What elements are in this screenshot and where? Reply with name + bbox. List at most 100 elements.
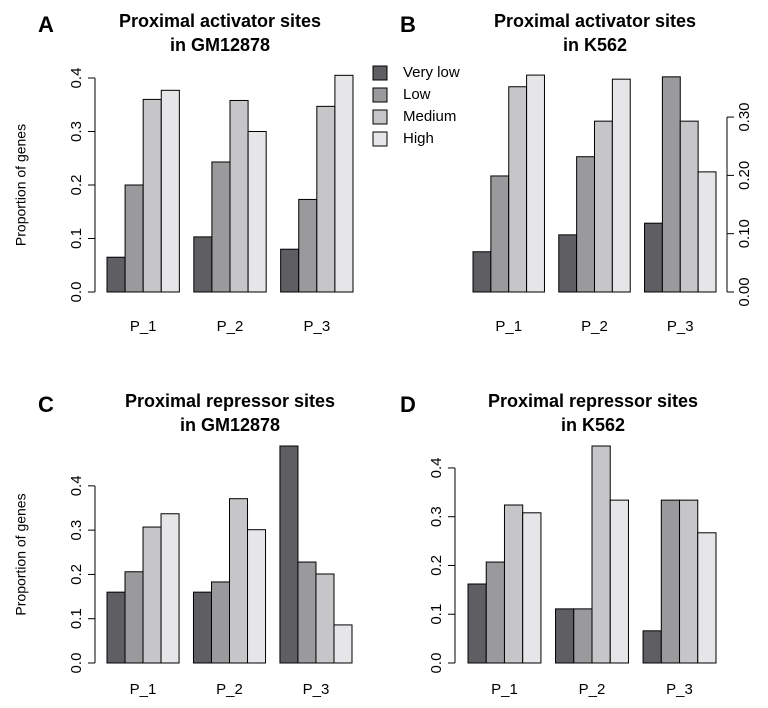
- bar: [594, 120, 613, 293]
- y-tick-label: 0.3: [68, 520, 85, 541]
- bar: [298, 198, 318, 293]
- bar: [316, 105, 336, 293]
- bar: [124, 184, 144, 293]
- bar: [247, 529, 267, 664]
- bar: [555, 608, 575, 664]
- bar: [160, 89, 180, 293]
- bar: [490, 175, 510, 293]
- panel-letter: A: [38, 12, 54, 37]
- bar: [679, 499, 699, 664]
- chart-title: Proximal repressor sites: [125, 391, 335, 411]
- bar: [644, 222, 663, 293]
- bar: [124, 571, 144, 664]
- bar: [661, 76, 681, 293]
- y-tick-label: 0.4: [68, 475, 85, 496]
- bar: [558, 234, 578, 293]
- y-tick-label: 0.2: [68, 175, 85, 196]
- bar: [576, 156, 595, 293]
- bar: [642, 630, 662, 664]
- y-tick-label: 0.00: [736, 277, 753, 306]
- legend-label: Very low: [403, 64, 460, 81]
- legend-swatch: [372, 131, 388, 147]
- panel-letter: B: [400, 12, 416, 37]
- chart-title: Proximal activator sites: [494, 11, 696, 31]
- bar: [697, 532, 717, 664]
- bar: [280, 248, 300, 293]
- y-tick-label: 0.1: [68, 608, 85, 629]
- y-tick-label: 0.1: [68, 228, 85, 249]
- y-tick-label: 0.10: [736, 219, 753, 248]
- y-tick-label: 0.3: [428, 506, 445, 527]
- chart-title: in K562: [561, 415, 625, 435]
- y-tick-label: 0.20: [736, 161, 753, 190]
- bar: [211, 161, 231, 293]
- bar: [333, 624, 353, 664]
- chart-title: Proximal activator sites: [119, 11, 321, 31]
- x-tick-label: P_1: [130, 318, 157, 335]
- y-tick-label: 0.0: [68, 653, 85, 674]
- bar: [279, 445, 299, 664]
- legend-swatch: [372, 65, 388, 81]
- y-axis-label: Proportion of genes: [13, 493, 29, 615]
- y-tick-label: 0.4: [68, 68, 85, 89]
- bar: [106, 256, 126, 293]
- y-tick-label: 0.0: [68, 282, 85, 303]
- bar: [142, 526, 162, 664]
- legend-label: High: [403, 130, 434, 147]
- bar: [485, 561, 505, 664]
- y-tick-label: 0.1: [428, 604, 445, 625]
- legend-swatch: [372, 87, 388, 103]
- x-tick-label: P_1: [130, 681, 157, 698]
- y-axis-label: Proportion of genes: [13, 124, 29, 246]
- bar: [697, 171, 717, 293]
- y-tick-label: 0.2: [428, 555, 445, 576]
- bar: [160, 513, 180, 664]
- bar: [503, 504, 524, 664]
- bar: [679, 120, 699, 293]
- bar: [611, 78, 631, 293]
- bar: [334, 74, 354, 293]
- bar: [591, 445, 611, 664]
- bar: [526, 74, 545, 293]
- bar: [315, 573, 335, 664]
- x-tick-label: P_1: [495, 318, 522, 335]
- chart-title: in GM12878: [180, 415, 280, 435]
- bar: [106, 591, 126, 664]
- bar: [467, 583, 487, 664]
- x-tick-label: P_3: [303, 681, 330, 698]
- y-tick-label: 0.30: [736, 102, 753, 131]
- bar: [508, 86, 528, 293]
- bar: [472, 251, 492, 293]
- x-tick-label: P_3: [667, 318, 694, 335]
- y-tick-label: 0.4: [428, 458, 445, 479]
- x-tick-label: P_2: [216, 681, 243, 698]
- bar: [192, 591, 212, 664]
- x-tick-label: P_3: [303, 318, 330, 335]
- bar: [229, 498, 249, 664]
- x-tick-label: P_1: [491, 681, 518, 698]
- y-tick-label: 0.0: [428, 653, 445, 674]
- panel-letter: C: [38, 392, 54, 417]
- bar: [193, 236, 213, 293]
- panel-letter: D: [400, 392, 416, 417]
- y-tick-label: 0.2: [68, 564, 85, 585]
- x-tick-label: P_3: [666, 681, 693, 698]
- legend-label: Medium: [403, 108, 456, 125]
- y-tick-label: 0.3: [68, 121, 85, 142]
- bar: [247, 131, 267, 293]
- bar: [142, 98, 162, 293]
- bar: [297, 561, 317, 664]
- x-tick-label: P_2: [581, 318, 608, 335]
- bar: [660, 499, 681, 664]
- legend-label: Low: [403, 86, 431, 103]
- chart-title: Proximal repressor sites: [488, 391, 698, 411]
- bar: [573, 608, 593, 664]
- chart-title: in GM12878: [170, 35, 270, 55]
- bar: [210, 581, 230, 664]
- bar: [522, 512, 542, 664]
- x-tick-label: P_2: [217, 318, 244, 335]
- chart-title: in K562: [563, 35, 627, 55]
- bar: [609, 499, 629, 664]
- legend-swatch: [372, 109, 388, 125]
